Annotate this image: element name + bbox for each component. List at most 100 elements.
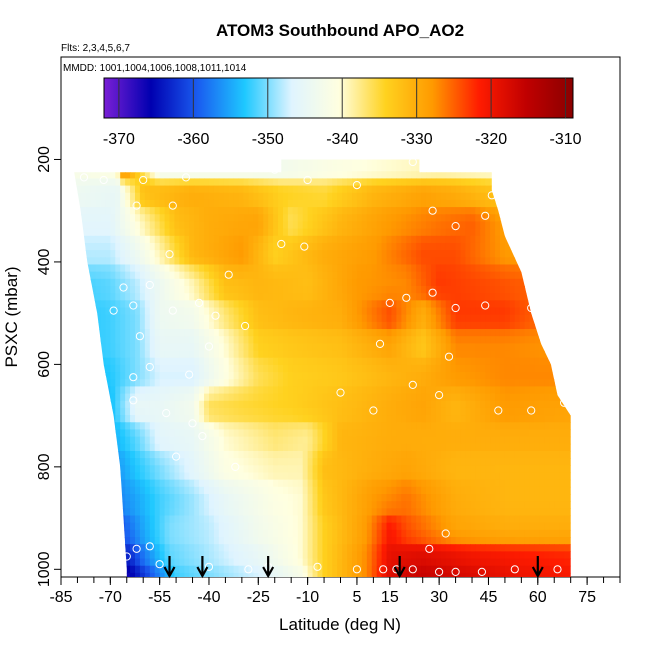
heatmap-cell xyxy=(445,472,452,481)
heatmap-cell xyxy=(445,321,452,330)
heatmap-cell xyxy=(352,465,358,474)
heatmap-cell xyxy=(223,228,230,237)
heatmap-cell xyxy=(268,293,274,301)
heatmap-cell xyxy=(120,486,126,495)
heatmap-cell xyxy=(337,343,343,352)
heatmap-cell xyxy=(430,472,437,481)
heatmap-cell xyxy=(228,235,235,244)
heatmap-cell xyxy=(534,400,541,409)
heatmap-cell xyxy=(184,393,190,402)
heatmap-cell xyxy=(144,278,151,287)
heatmap-cell xyxy=(253,393,259,402)
heatmap-cell xyxy=(416,436,422,445)
heatmap-cell xyxy=(440,343,447,352)
heatmap-cell xyxy=(361,494,368,502)
heatmap-cell xyxy=(337,436,343,445)
heatmap-cell xyxy=(258,192,264,201)
heatmap-cell xyxy=(366,178,373,187)
heatmap-cell xyxy=(268,422,274,431)
heatmap-cell xyxy=(475,250,481,258)
heatmap-cell xyxy=(416,178,422,187)
heatmap-cell xyxy=(208,178,215,187)
heatmap-cell xyxy=(233,429,240,438)
heatmap-cell xyxy=(544,386,550,395)
heatmap-cell xyxy=(504,350,511,359)
heatmap-cell xyxy=(317,192,324,201)
heatmap-cell xyxy=(465,228,471,237)
heatmap-cell xyxy=(302,242,309,251)
heatmap-cell xyxy=(273,264,279,273)
heatmap-cell xyxy=(406,379,412,388)
heatmap-cell xyxy=(514,465,521,474)
heatmap-cell xyxy=(218,472,225,481)
heatmap-cell xyxy=(386,235,393,244)
heatmap-cell xyxy=(204,257,210,266)
heatmap-cell xyxy=(475,494,481,502)
heatmap-cell xyxy=(499,264,506,273)
heatmap-cell xyxy=(149,307,156,316)
heatmap-cell xyxy=(480,329,486,337)
heatmap-cell xyxy=(337,329,343,337)
heatmap-cell xyxy=(302,264,309,273)
heatmap-cell xyxy=(401,207,407,215)
heatmap-cell xyxy=(495,221,501,230)
heatmap-cell xyxy=(485,235,491,244)
heatmap-cell xyxy=(238,286,245,294)
heatmap-cell xyxy=(115,443,121,452)
heatmap-cell xyxy=(248,494,254,502)
heatmap-cell xyxy=(258,479,264,488)
heatmap-cell xyxy=(248,343,254,352)
heatmap-cell xyxy=(421,372,427,380)
heatmap-cell xyxy=(238,242,245,251)
heatmap-cell xyxy=(391,228,397,237)
heatmap-cell xyxy=(184,214,190,223)
heatmap-cell xyxy=(440,250,447,258)
heatmap-cell xyxy=(213,314,220,323)
heatmap-cell xyxy=(425,171,432,180)
heatmap-cell xyxy=(292,159,299,165)
heatmap-cell xyxy=(465,400,471,409)
heatmap-cell xyxy=(406,458,412,466)
heatmap-cell xyxy=(312,264,319,273)
heatmap-cell xyxy=(470,422,476,431)
heatmap-cell xyxy=(258,415,264,423)
heatmap-cell xyxy=(213,400,220,409)
heatmap-cell xyxy=(130,242,136,251)
heatmap-cell xyxy=(287,472,294,481)
heatmap-cell xyxy=(499,386,506,395)
heatmap-cell xyxy=(164,372,171,380)
heatmap-cell xyxy=(391,271,397,280)
heatmap-cell xyxy=(352,278,358,287)
heatmap-cell xyxy=(204,321,210,330)
heatmap-cell xyxy=(430,329,437,337)
heatmap-cell xyxy=(297,185,304,194)
heatmap-cell xyxy=(125,343,131,352)
heatmap-cell xyxy=(337,415,343,423)
heatmap-cell xyxy=(302,372,309,380)
heatmap-cell xyxy=(490,443,496,452)
heatmap-cell xyxy=(287,336,294,344)
heatmap-cell xyxy=(361,372,368,380)
heatmap-cell xyxy=(539,393,545,402)
heatmap-cell xyxy=(194,465,200,474)
heatmap-cell xyxy=(302,185,309,194)
heatmap-cell xyxy=(199,228,205,237)
heatmap-cell xyxy=(169,501,176,509)
heatmap-cell xyxy=(297,199,304,208)
heatmap-cell xyxy=(322,278,328,287)
heatmap-cell xyxy=(174,321,180,330)
heatmap-cell xyxy=(485,350,491,359)
heatmap-cell xyxy=(164,199,171,208)
heatmap-cell xyxy=(406,271,412,280)
heatmap-cell xyxy=(312,278,319,287)
heatmap-cell xyxy=(149,257,156,266)
heatmap-cell xyxy=(282,379,289,388)
heatmap-cell xyxy=(352,164,358,172)
heatmap-cell xyxy=(416,286,422,294)
heatmap-cell xyxy=(243,235,250,244)
heatmap-cell xyxy=(376,164,383,172)
heatmap-cell xyxy=(120,472,126,481)
heatmap-cell xyxy=(440,472,447,481)
heatmap-cell xyxy=(421,329,427,337)
heatmap-cell xyxy=(366,250,373,258)
